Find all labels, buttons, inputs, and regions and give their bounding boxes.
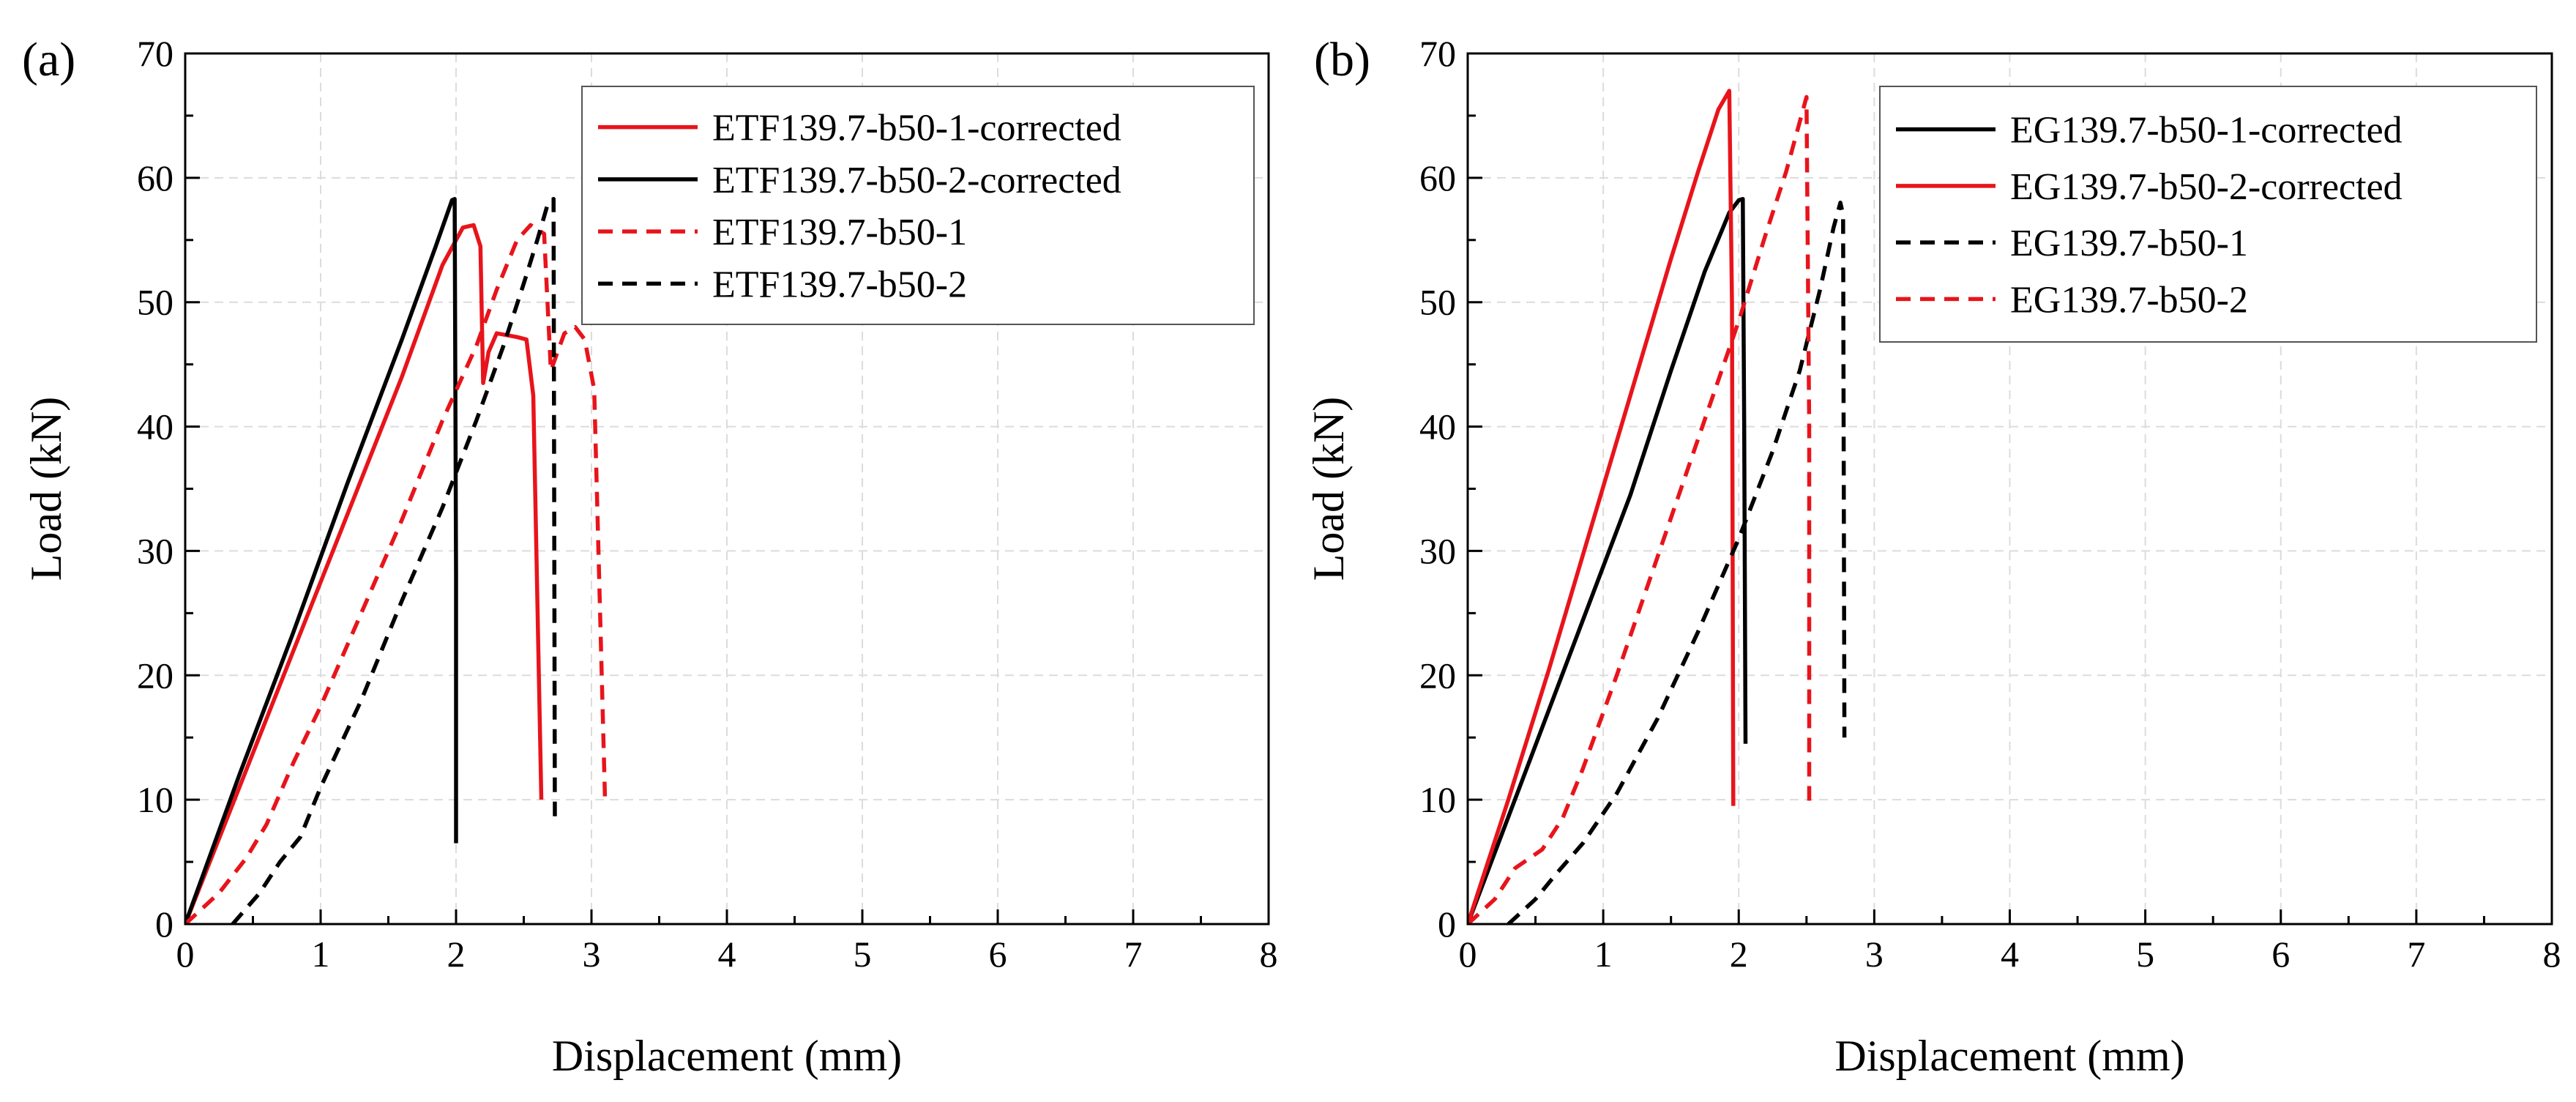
y-tick-label: 30 xyxy=(137,530,173,571)
y-tick-label: 60 xyxy=(1419,157,1456,198)
x-axis-title: Displacement (mm) xyxy=(1834,1032,2184,1080)
legend: EG139.7-b50-1-corrected EG139.7-b50-2-cor… xyxy=(1879,86,2537,343)
legend-label: EG139.7-b50-1 xyxy=(2010,223,2248,264)
y-tick-label: 70 xyxy=(1419,33,1456,74)
y-tick-label: 40 xyxy=(1419,406,1456,447)
y-tick-label: 70 xyxy=(137,33,173,74)
series-line-2 xyxy=(1468,89,1736,924)
x-tick-label: 4 xyxy=(2001,934,2019,975)
legend-label: EG139.7-b50-2-corrected xyxy=(2010,166,2403,208)
legend-label: EG139.7-b50-2 xyxy=(2010,279,2248,321)
y-tick-label: 10 xyxy=(1419,779,1456,820)
y-axis-title: Load (kN) xyxy=(22,397,70,581)
legend: ETF139.7-b50-1-corrected ETF139.7-b50-2-c… xyxy=(581,86,1255,325)
chart-panel-b: 0 1 2 3 4 5 6 7 8 0 10 20 30 40 50 60 70 Displacement (mm… xyxy=(1304,33,2561,1080)
x-tick-label: 8 xyxy=(2543,934,2561,975)
plot-frame xyxy=(184,52,1270,926)
y-tick-label: 50 xyxy=(1419,282,1456,323)
x-tick-label: 6 xyxy=(989,934,1007,975)
x-tick-label: 7 xyxy=(2407,934,2425,975)
x-tick-label: 8 xyxy=(1260,934,1278,975)
legend-label: ETF139.7-b50-1 xyxy=(712,212,967,253)
x-tick-label: 5 xyxy=(2136,934,2154,975)
y-tick-label: 0 xyxy=(1438,904,1456,945)
plot-frame xyxy=(1466,52,2553,926)
x-tick-label: 2 xyxy=(1730,934,1748,975)
series-line-3 xyxy=(1507,201,1847,924)
series-line-3 xyxy=(185,223,608,924)
panel-label: (a) xyxy=(22,33,75,86)
x-tick-label: 3 xyxy=(583,934,601,975)
x-tick-label: 2 xyxy=(447,934,466,975)
series-line-4 xyxy=(231,196,557,924)
y-tick-label: 20 xyxy=(137,655,173,696)
series-line-4 xyxy=(1468,94,1812,924)
x-tick-label: 1 xyxy=(1594,934,1613,975)
y-axis-title: Load (kN) xyxy=(1304,397,1353,581)
y-tick-label: 10 xyxy=(137,779,173,820)
x-tick-label: 1 xyxy=(312,934,330,975)
x-axis-title: Displacement (mm) xyxy=(552,1032,902,1080)
x-tick-label: 0 xyxy=(176,934,195,975)
y-tick-label: 20 xyxy=(1419,655,1456,696)
x-tick-label: 7 xyxy=(1124,934,1143,975)
y-tick-label: 0 xyxy=(155,904,173,945)
legend-label: ETF139.7-b50-2-corrected xyxy=(712,160,1121,201)
legend-label: EG139.7-b50-1-corrected xyxy=(2010,110,2403,152)
legend-label: ETF139.7-b50-1-corrected xyxy=(712,108,1121,149)
panel-label: (b) xyxy=(1314,33,1370,86)
series-line-1 xyxy=(1468,196,1748,924)
x-tick-label: 0 xyxy=(1459,934,1477,975)
y-tick-label: 50 xyxy=(137,282,173,323)
x-tick-label: 4 xyxy=(718,934,736,975)
x-tick-label: 6 xyxy=(2271,934,2290,975)
series-line-1 xyxy=(185,223,544,924)
chart-panel-a: 0 1 2 3 4 5 6 7 8 0 10 20 30 40 50 60 70 Displacement (mm… xyxy=(22,33,1278,1080)
x-tick-label: 3 xyxy=(1865,934,1884,975)
y-tick-label: 40 xyxy=(137,406,173,447)
y-tick-label: 60 xyxy=(137,157,173,198)
y-tick-label: 30 xyxy=(1419,530,1456,571)
x-tick-label: 5 xyxy=(854,934,872,975)
legend-label: ETF139.7-b50-2 xyxy=(712,264,967,305)
